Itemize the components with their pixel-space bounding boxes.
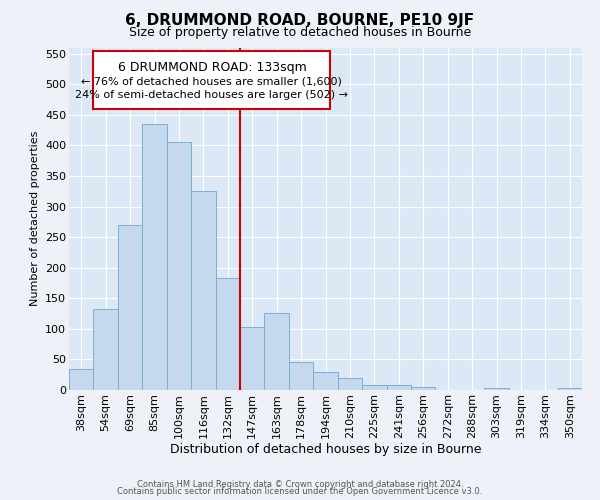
Text: 24% of semi-detached houses are larger (502) →: 24% of semi-detached houses are larger (… (76, 90, 349, 101)
Bar (240, 327, 265, 390)
Text: 6, DRUMMOND ROAD, BOURNE, PE10 9JF: 6, DRUMMOND ROAD, BOURNE, PE10 9JF (125, 12, 475, 28)
Bar (69, 368, 94, 390)
Bar (386, 385, 411, 390)
Bar (313, 372, 338, 390)
Text: 6 DRUMMOND ROAD: 133sqm: 6 DRUMMOND ROAD: 133sqm (118, 61, 306, 74)
Y-axis label: Number of detached properties: Number of detached properties (29, 131, 40, 306)
Bar (94, 308, 118, 390)
Bar (289, 362, 313, 390)
Text: ← 76% of detached houses are smaller (1,600): ← 76% of detached houses are smaller (1,… (82, 77, 343, 87)
X-axis label: Distribution of detached houses by size in Bourne: Distribution of detached houses by size … (170, 444, 481, 456)
Bar (215, 278, 240, 390)
Bar (167, 142, 191, 390)
Text: Contains public sector information licensed under the Open Government Licence v3: Contains public sector information licen… (118, 488, 482, 496)
Bar (484, 388, 509, 390)
Bar (557, 388, 582, 390)
Bar (265, 313, 289, 390)
Polygon shape (94, 51, 331, 108)
Bar (411, 387, 436, 390)
Text: Size of property relative to detached houses in Bourne: Size of property relative to detached ho… (129, 26, 471, 39)
Bar (338, 378, 362, 390)
Bar (118, 225, 142, 390)
Bar (362, 385, 386, 390)
Bar (142, 124, 167, 390)
Text: Contains HM Land Registry data © Crown copyright and database right 2024.: Contains HM Land Registry data © Crown c… (137, 480, 463, 489)
Bar (191, 191, 215, 390)
